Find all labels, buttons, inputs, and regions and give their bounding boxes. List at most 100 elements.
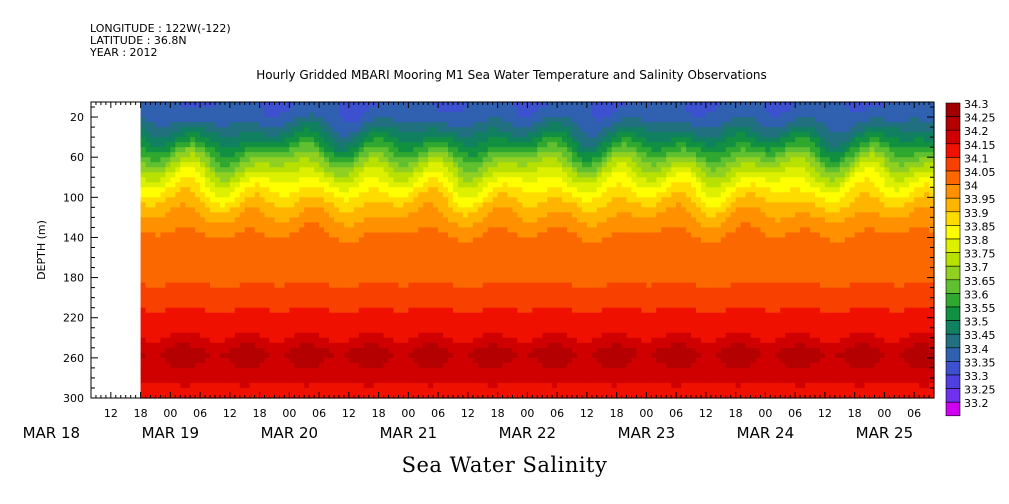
salinity-cell: [214, 177, 221, 183]
salinity-cell: [423, 392, 429, 399]
salinity-cell: [155, 367, 162, 374]
salinity-cell: [507, 312, 514, 319]
salinity-cell: [304, 362, 310, 369]
salinity-cell: [448, 382, 454, 389]
salinity-cell: [363, 317, 370, 324]
salinity-cell: [532, 247, 538, 254]
salinity-cell: [244, 167, 251, 173]
salinity-cell: [214, 262, 221, 269]
salinity-cell: [205, 307, 211, 314]
salinity-cell: [363, 352, 370, 359]
salinity-cell: [214, 112, 221, 118]
salinity-cell: [373, 302, 380, 309]
salinity-cell: [547, 312, 553, 319]
salinity-cell: [319, 362, 325, 369]
salinity-cell: [195, 342, 201, 349]
salinity-cell: [244, 297, 251, 304]
salinity-cell: [443, 377, 449, 384]
salinity-cell: [264, 322, 271, 329]
salinity-cell: [264, 222, 271, 229]
salinity-cell: [413, 297, 419, 304]
salinity-cell: [314, 237, 320, 244]
salinity-cell: [517, 277, 524, 284]
salinity-cell: [329, 202, 335, 208]
salinity-cell: [309, 302, 315, 309]
salinity-cell: [343, 262, 350, 269]
salinity-cell: [343, 387, 350, 394]
salinity-cell: [517, 152, 524, 158]
salinity-cell: [264, 237, 271, 244]
salinity-cell: [472, 127, 479, 133]
salinity-cell: [408, 232, 414, 239]
salinity-cell: [482, 272, 489, 279]
salinity-cell: [274, 247, 281, 254]
salinity-cell: [338, 342, 345, 349]
salinity-cell: [279, 372, 285, 379]
salinity-cell: [180, 322, 186, 329]
salinity-cell: [497, 242, 504, 249]
salinity-cell: [294, 247, 300, 254]
salinity-cell: [229, 122, 236, 128]
salinity-cell: [378, 292, 385, 299]
salinity-cell: [418, 172, 424, 178]
salinity-cell: [155, 207, 162, 213]
salinity-cell: [418, 232, 424, 239]
salinity-cell: [378, 142, 385, 148]
salinity-cell: [492, 277, 499, 284]
salinity-cell: [200, 212, 206, 218]
salinity-cell: [309, 372, 315, 379]
salinity-cell: [229, 362, 236, 369]
salinity-cell: [462, 322, 469, 329]
salinity-cell: [175, 252, 181, 259]
salinity-cell: [452, 297, 459, 304]
salinity-cell: [185, 382, 191, 389]
salinity-cell: [155, 222, 162, 229]
salinity-cell: [448, 212, 454, 218]
salinity-cell: [274, 372, 281, 379]
salinity-cell: [140, 222, 147, 229]
salinity-cell: [269, 342, 276, 349]
salinity-cell: [165, 287, 171, 294]
salinity-cell: [343, 312, 350, 319]
salinity-cell: [423, 192, 429, 198]
salinity-cell: [428, 307, 434, 314]
salinity-cell: [418, 382, 424, 389]
salinity-cell: [497, 352, 504, 359]
salinity-cell: [497, 297, 504, 304]
salinity-cell: [160, 307, 166, 314]
salinity-cell: [175, 277, 181, 284]
salinity-cell: [497, 112, 504, 118]
salinity-cell: [314, 357, 320, 364]
salinity-cell: [438, 302, 444, 309]
salinity-cell: [249, 192, 256, 198]
salinity-cell: [517, 282, 524, 289]
salinity-cell: [333, 292, 340, 299]
salinity-cell: [190, 232, 196, 239]
salinity-cell: [324, 307, 330, 314]
salinity-cell: [294, 392, 300, 399]
salinity-cell: [512, 392, 519, 399]
salinity-cell: [205, 147, 211, 153]
salinity-cell: [472, 327, 479, 334]
salinity-cell: [547, 177, 553, 183]
salinity-cell: [269, 352, 276, 359]
salinity-cell: [512, 377, 519, 384]
salinity-cell: [383, 277, 390, 284]
salinity-cell: [537, 262, 543, 269]
salinity-cell: [448, 317, 454, 324]
salinity-cell: [482, 132, 489, 138]
salinity-cell: [254, 392, 261, 399]
salinity-cell: [249, 167, 256, 173]
salinity-cell: [497, 292, 504, 299]
salinity-cell: [378, 307, 385, 314]
salinity-cell: [378, 252, 385, 259]
salinity-cell: [443, 107, 449, 113]
salinity-cell: [294, 172, 300, 178]
salinity-cell: [457, 387, 464, 394]
salinity-cell: [413, 232, 419, 239]
salinity-cell: [239, 292, 246, 299]
salinity-cell: [314, 212, 320, 218]
salinity-cell: [269, 242, 276, 249]
salinity-cell: [309, 227, 315, 234]
salinity-cell: [309, 107, 315, 113]
